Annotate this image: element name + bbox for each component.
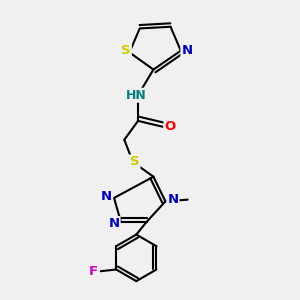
Text: HN: HN xyxy=(126,89,147,102)
Text: O: O xyxy=(165,120,176,133)
Text: N: N xyxy=(167,193,178,206)
Text: N: N xyxy=(109,217,120,230)
Text: S: S xyxy=(121,44,131,57)
Text: N: N xyxy=(182,44,193,57)
Text: S: S xyxy=(130,155,140,169)
Text: F: F xyxy=(88,265,98,278)
Text: N: N xyxy=(101,190,112,203)
